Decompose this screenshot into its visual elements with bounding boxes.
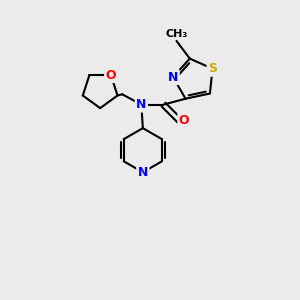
Text: N: N bbox=[138, 166, 148, 179]
Text: O: O bbox=[106, 69, 116, 82]
Text: S: S bbox=[208, 62, 217, 75]
Text: O: O bbox=[179, 114, 189, 127]
Text: N: N bbox=[136, 98, 147, 111]
Text: N: N bbox=[168, 70, 178, 84]
Text: CH₃: CH₃ bbox=[165, 29, 188, 40]
